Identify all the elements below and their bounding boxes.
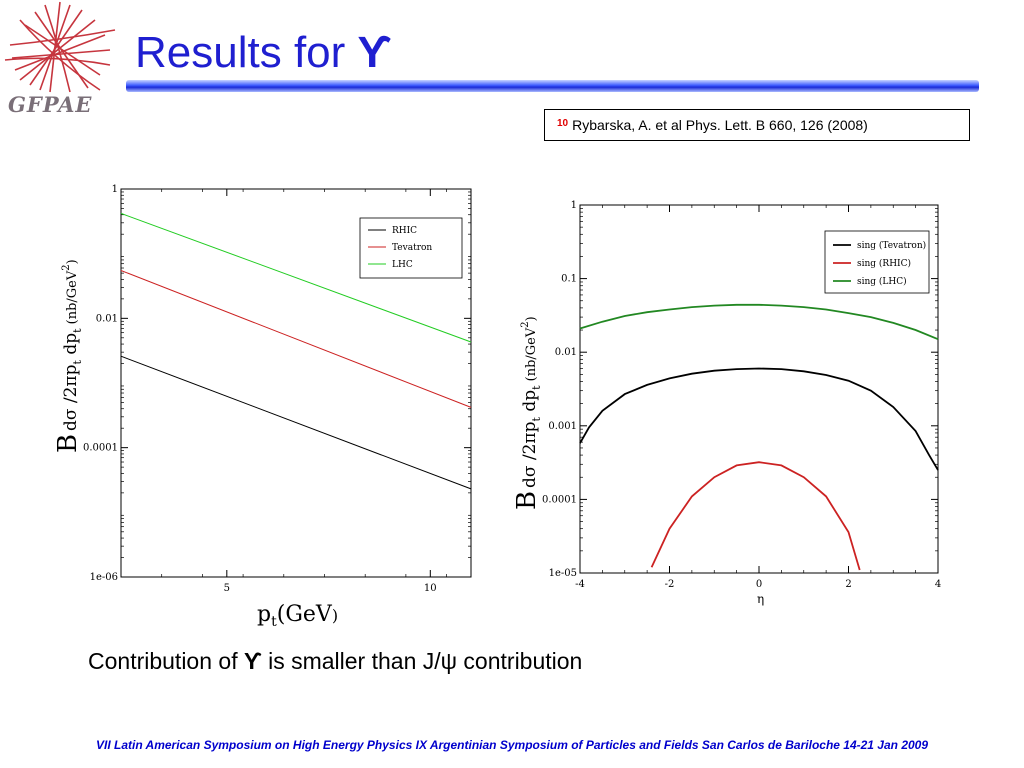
y-tick-label: 1 bbox=[571, 200, 577, 211]
y-tick-label: 0.0001 bbox=[542, 494, 577, 505]
series-line-sing-rhic bbox=[650, 461, 861, 571]
plot-pt-spectrum: 1 0.01 0.0001 1e-06 5 10 RHIC Tevatron LHC B dσ… bbox=[50, 178, 480, 630]
y-label-b: B bbox=[53, 434, 83, 453]
title-prefix: Results for bbox=[135, 28, 358, 77]
legend-box bbox=[359, 217, 463, 279]
series-line-sing-lhc bbox=[579, 303, 939, 341]
slide-caption: Contribution of ϒ is smaller than J/ψ co… bbox=[88, 648, 582, 675]
x-tick-label: 4 bbox=[935, 579, 941, 590]
legend: RHIC Tevatron LHC bbox=[359, 217, 463, 279]
x-tick-label: -2 bbox=[665, 579, 675, 590]
x-tick-label: 10 bbox=[424, 583, 437, 594]
y-label-body: dσ /2πpt dpt (nb/GeV2) bbox=[520, 316, 543, 488]
x-tick-label: 2 bbox=[845, 579, 851, 590]
y-label-b: B bbox=[512, 491, 542, 510]
plot-eta-distribution: 1 0.1 0.01 0.001 0.0001 1e-05 -4 -2 0 2 4 sing (Te… bbox=[505, 195, 950, 615]
footer-conference: VII Latin American Symposium on High Ene… bbox=[95, 738, 929, 752]
series-line-tevatron bbox=[120, 270, 472, 408]
legend-box bbox=[824, 230, 930, 294]
y-tick-label: 0.001 bbox=[548, 421, 577, 432]
series-line-lhc bbox=[120, 212, 472, 343]
legend-label: sing (LHC) bbox=[857, 276, 907, 287]
pt-spectrum-chart: 1 0.01 0.0001 1e-06 5 10 RHIC Tevatron LHC B dσ… bbox=[53, 184, 472, 630]
legend-label: sing (Tevatron) bbox=[857, 240, 926, 251]
x-axis-label: η bbox=[757, 592, 764, 606]
x-axis-label: pt(GeV) bbox=[257, 602, 338, 628]
legend: sing (Tevatron) sing (RHIC) sing (LHC) bbox=[824, 230, 930, 294]
logo-text: GFPAE bbox=[8, 92, 93, 117]
y-label-body: dσ /2πpt dpt (nb/GeV2) bbox=[61, 259, 84, 431]
x-tick-label: 0 bbox=[756, 579, 762, 590]
gfpae-logo: GFPAE bbox=[0, 0, 125, 130]
caption-after: is smaller than J/ψ contribution bbox=[261, 648, 583, 674]
y-tick-label: 0.01 bbox=[96, 313, 118, 324]
y-axis-label: B dσ /2πpt dpt (nb/GeV2) bbox=[53, 259, 84, 453]
y-tick-label: 1e-05 bbox=[549, 568, 577, 579]
x-tick-label: -4 bbox=[575, 579, 585, 590]
x-tick-label: 5 bbox=[224, 583, 230, 594]
caption-particle: ϒ bbox=[243, 648, 262, 674]
y-tick-label: 1e-06 bbox=[90, 572, 118, 583]
plot-frame bbox=[120, 188, 472, 578]
reference-text: Rybarska, A. et al Phys. Lett. B 660, 12… bbox=[572, 117, 868, 133]
y-tick-label: 0.1 bbox=[561, 274, 577, 285]
series-line-sing-tevatron bbox=[579, 367, 939, 471]
eta-distribution-chart: 1 0.1 0.01 0.001 0.0001 1e-05-4 -2 0 2 4 sing (Te… bbox=[512, 200, 941, 606]
y-axis-label: B dσ /2πpt dpt (nb/GeV2) bbox=[512, 316, 543, 510]
y-tick-label: 0.0001 bbox=[83, 443, 118, 454]
title-particle: ϒ bbox=[357, 28, 392, 77]
y-tick-label: 1 bbox=[112, 184, 118, 195]
slide-title: Results for ϒ bbox=[135, 28, 391, 78]
legend-label: sing (RHIC) bbox=[857, 258, 911, 269]
logo-graphic bbox=[4, 1, 116, 93]
title-underline-bar bbox=[126, 80, 979, 92]
legend-label: RHIC bbox=[392, 226, 417, 236]
y-tick-label: 0.01 bbox=[555, 347, 577, 358]
legend-label: LHC bbox=[392, 260, 413, 270]
reference-number: 10 bbox=[557, 117, 569, 129]
reference-box: 10 Rybarska, A. et al Phys. Lett. B 660,… bbox=[544, 109, 970, 141]
legend-label: Tevatron bbox=[392, 243, 432, 253]
series-line-rhic bbox=[120, 355, 472, 490]
caption-before: Contribution of bbox=[88, 648, 244, 674]
